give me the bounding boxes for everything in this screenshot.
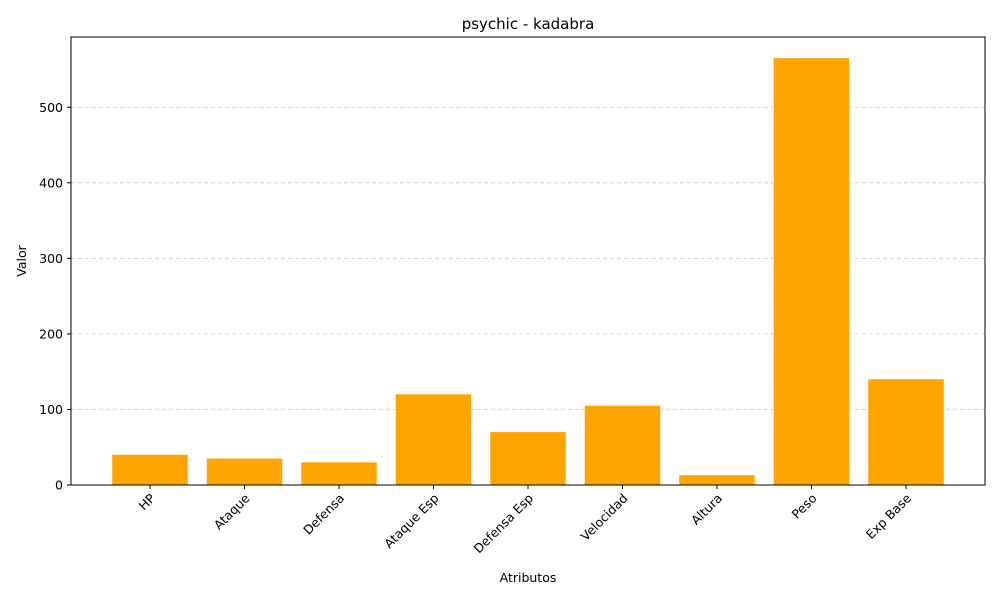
- x-tick-label: Peso: [789, 491, 820, 522]
- y-tick-label: 400: [39, 175, 63, 190]
- bar-hp: [112, 454, 188, 485]
- x-tick-label: Ataque Esp: [381, 490, 442, 551]
- y-tick-label: 200: [39, 326, 63, 341]
- x-tick-label: Altura: [688, 491, 725, 528]
- bar-exp-base: [868, 379, 944, 485]
- x-tick-label: Velocidad: [577, 491, 630, 544]
- bar-altura: [679, 475, 755, 485]
- x-axis: HP Ataque Defensa Ataque Esp Defensa Esp Velo…: [136, 485, 915, 556]
- bars: [112, 58, 944, 486]
- bar-ataque: [206, 458, 283, 485]
- y-axis-label: Valor: [14, 244, 29, 276]
- x-tick-label: Exp Base: [863, 490, 915, 542]
- y-tick-label: 100: [39, 402, 63, 417]
- bar-defensa-esp: [490, 432, 566, 485]
- x-tick-label: HP: [136, 490, 159, 513]
- bar-peso: [773, 58, 850, 486]
- y-tick-label: 0: [55, 478, 63, 493]
- x-tick-label: Defensa: [300, 491, 347, 538]
- x-tick-label: Ataque: [211, 490, 253, 532]
- x-axis-label: Atributos: [500, 570, 557, 585]
- bar-ataque-esp: [395, 394, 472, 485]
- bar-defensa: [301, 462, 377, 485]
- x-tick-label: Defensa Esp: [470, 490, 536, 556]
- y-tick-label: 500: [39, 100, 63, 115]
- chart-title: psychic - kadabra: [462, 15, 595, 33]
- bar-velocidad: [584, 405, 661, 485]
- grid-lines: [71, 106, 985, 410]
- y-axis: 0 100 200 300 400 500: [39, 100, 71, 493]
- y-tick-label: 300: [39, 251, 63, 266]
